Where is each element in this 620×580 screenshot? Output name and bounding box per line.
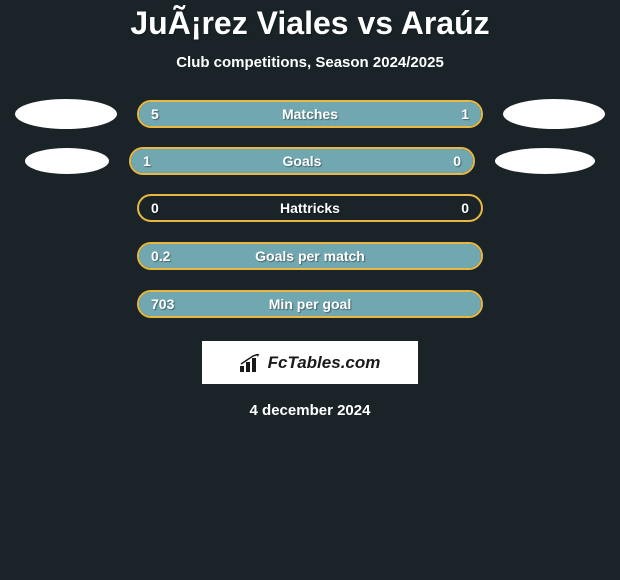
right-ellipse — [503, 99, 605, 129]
stat-right-value: 0 — [461, 200, 469, 216]
stats-area: 5 1 Matches 1 0 Goals 0 0 Hattricks 0.2 Goals per … — [15, 99, 605, 337]
stat-left-value: 703 — [151, 296, 174, 312]
left-ellipse — [15, 99, 117, 129]
bar-fill-left — [131, 149, 405, 173]
bar-fill-left — [139, 102, 399, 126]
left-ellipse — [25, 148, 109, 174]
stat-row: 1 0 Goals — [15, 147, 605, 175]
stat-row: 0.2 Goals per match — [15, 241, 605, 271]
stat-bar: 703 Min per goal — [137, 290, 483, 318]
main-container: JuÃ¡rez Viales vs Araúz Club competition… — [0, 0, 620, 419]
date-text: 4 december 2024 — [250, 402, 371, 419]
page-title: JuÃ¡rez Viales vs Araúz — [130, 5, 489, 42]
logo-text: FcTables.com — [268, 353, 381, 373]
stat-row: 0 0 Hattricks — [15, 193, 605, 223]
stat-right-value: 1 — [461, 106, 469, 122]
stat-bar: 0 0 Hattricks — [137, 194, 483, 222]
stat-left-value: 0.2 — [151, 248, 170, 264]
stat-label: Goals — [283, 153, 322, 169]
stat-right-value: 0 — [453, 153, 461, 169]
stat-bar: 1 0 Goals — [129, 147, 475, 175]
stat-bar: 0.2 Goals per match — [137, 242, 483, 270]
stat-label: Min per goal — [269, 296, 351, 312]
stat-left-value: 5 — [151, 106, 159, 122]
stat-label: Hattricks — [280, 200, 340, 216]
stat-row: 703 Min per goal — [15, 289, 605, 319]
logo-chart-icon — [240, 354, 262, 372]
stat-left-value: 1 — [143, 153, 151, 169]
stat-bar: 5 1 Matches — [137, 100, 483, 128]
stat-row: 5 1 Matches — [15, 99, 605, 129]
right-ellipse — [495, 148, 595, 174]
stat-left-value: 0 — [151, 200, 159, 216]
stat-label: Goals per match — [255, 248, 365, 264]
page-subtitle: Club competitions, Season 2024/2025 — [176, 54, 444, 71]
bar-fill-right — [405, 149, 473, 173]
logo-inner: FcTables.com — [240, 353, 381, 373]
logo-box[interactable]: FcTables.com — [202, 341, 418, 384]
stat-label: Matches — [282, 106, 338, 122]
